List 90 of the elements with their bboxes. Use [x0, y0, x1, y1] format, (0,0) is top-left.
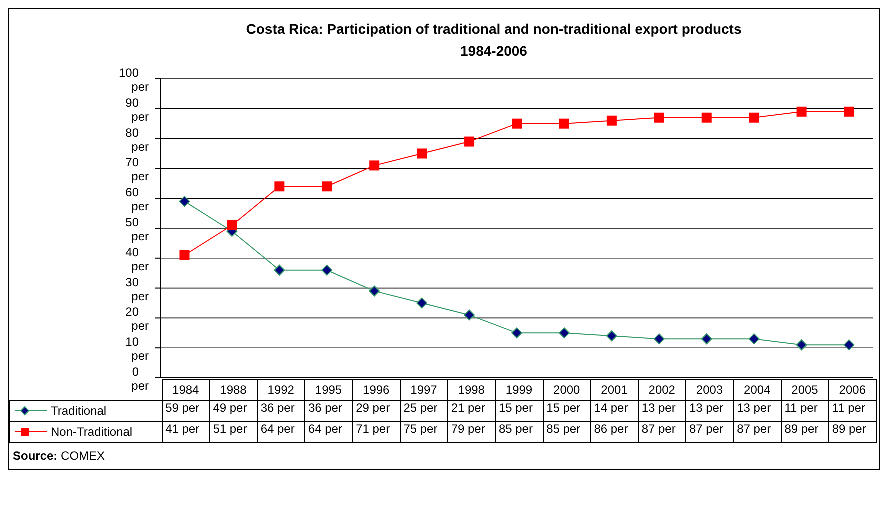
data-label: 36 per: [304, 400, 353, 422]
y-tick-label: 100 per: [118, 66, 150, 94]
data-label: 11 per: [828, 400, 876, 422]
x-tick-label: 2003: [686, 380, 734, 400]
point: [749, 112, 760, 123]
data-label: 71 per: [352, 422, 400, 442]
y-tick-label: 20 per: [126, 305, 150, 334]
point: [701, 334, 712, 345]
point: [796, 340, 808, 351]
x-tick-label: 1992: [257, 380, 305, 400]
point: [702, 112, 712, 123]
x-tick-label: 1984: [162, 380, 210, 400]
x-tick-label: 2001: [590, 380, 638, 400]
data-label: 64 per: [257, 422, 305, 442]
data-label: 85 per: [543, 422, 591, 442]
y-tick-label: 40 per: [126, 245, 150, 274]
x-tick-label: 2002: [638, 380, 686, 400]
x-tick-label: 2004: [734, 380, 782, 400]
data-label: 41 per: [162, 422, 210, 442]
data-label: 14 per: [590, 400, 638, 422]
chart-subtitle: 1984-2006: [460, 43, 528, 59]
data-label: 13 per: [734, 400, 782, 422]
data-label: 15 per: [543, 400, 591, 422]
data-label: 79 per: [448, 422, 496, 442]
x-tick-label: 1988: [210, 380, 258, 400]
x-tick-label: 1996: [352, 380, 400, 400]
x-tick-label: 2000: [543, 380, 591, 400]
point: [844, 106, 854, 117]
point: [274, 182, 285, 192]
x-tick-label: 1999: [495, 380, 544, 400]
data-label: 89 per: [781, 422, 829, 442]
y-tick-label: 80 per: [126, 126, 150, 154]
data-label: 21 per: [448, 400, 496, 422]
x-tick-label: 1997: [400, 380, 448, 400]
data-label: 59 per: [162, 400, 210, 422]
data-label: 75 per: [400, 422, 448, 442]
legend-label: Non-Traditional: [10, 422, 162, 442]
data-label: 13 per: [638, 400, 686, 422]
data-label: 85 per: [495, 422, 544, 442]
data-label: 89 per: [828, 422, 876, 442]
point: [558, 328, 570, 339]
y-tick-label: 30 per: [126, 275, 150, 304]
data-label: 64 per: [304, 422, 353, 442]
y-tick-label: 50 per: [126, 216, 150, 244]
point: [179, 196, 190, 208]
data-label: 87 per: [638, 422, 686, 442]
point: [322, 264, 333, 276]
point: [417, 148, 428, 159]
point: [844, 340, 855, 351]
data-label: 87 per: [686, 422, 734, 442]
point: [606, 330, 618, 342]
chart-title: Costa Rica: Participation of traditional and non-traditional export products: [245, 21, 743, 37]
data-label: 25 per: [400, 400, 448, 422]
data-label: 87 per: [734, 422, 782, 442]
point: [274, 264, 286, 276]
point: [512, 118, 522, 129]
y-tick-label: 70 per: [126, 156, 150, 184]
point: [559, 118, 570, 129]
x-tick-label: 2005: [781, 380, 829, 400]
data-label: 49 per: [210, 400, 258, 422]
legend-label: Traditional: [10, 400, 162, 422]
point: [464, 310, 476, 321]
data-label: 29 per: [352, 400, 400, 422]
y-tick-label: 0 per: [132, 365, 150, 393]
point: [369, 286, 380, 297]
y-tick-label: 10 per: [126, 335, 150, 364]
x-tick-label: 2006: [828, 380, 876, 400]
source-note: Source: COMEX: [12, 448, 106, 465]
data-label: 13 per: [686, 400, 734, 422]
point: [464, 136, 475, 147]
point: [370, 160, 380, 171]
point: [796, 106, 807, 117]
x-tick-label: 1998: [448, 380, 496, 400]
y-tick-label: 90 per: [126, 96, 150, 124]
data-label: 11 per: [781, 400, 829, 422]
y-tick-label: 60 per: [126, 186, 150, 214]
point: [322, 182, 332, 192]
point: [654, 112, 664, 123]
data-label: 15 per: [495, 400, 544, 422]
data-label: 51 per: [210, 422, 258, 442]
point: [180, 250, 190, 260]
point: [748, 334, 760, 345]
x-tick-label: 1995: [304, 380, 353, 400]
point: [416, 298, 428, 309]
data-label: 86 per: [590, 422, 638, 442]
point: [654, 334, 665, 345]
point: [606, 116, 617, 126]
point: [227, 220, 238, 231]
data-label: 36 per: [257, 400, 305, 422]
point: [512, 328, 522, 339]
